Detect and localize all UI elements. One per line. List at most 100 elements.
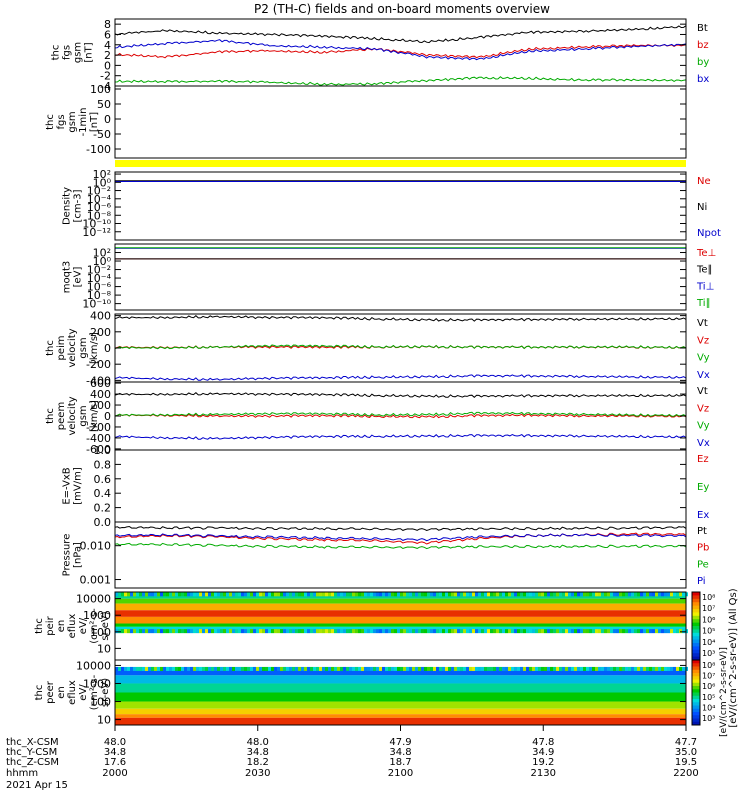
heatmap-noise — [250, 629, 253, 634]
heatmap-noise — [550, 592, 553, 597]
legend-Ey: Ey — [697, 482, 709, 493]
y-tick-label: 1000 — [83, 609, 111, 622]
panel-frame — [114, 171, 687, 241]
heatmap-noise — [601, 629, 604, 634]
heatmap-noise — [352, 629, 355, 634]
heatmap-noise — [514, 629, 517, 634]
heatmap-noise — [556, 592, 559, 597]
heatmap-noise — [418, 629, 421, 634]
heatmap-noise — [349, 629, 352, 634]
heatmap-noise — [358, 629, 361, 634]
heatmap-noise — [442, 592, 445, 597]
heatmap-noise — [229, 666, 232, 671]
heatmap-noise — [469, 666, 472, 671]
x-tick-label: 34.8 — [389, 747, 411, 758]
heatmap-noise — [673, 629, 676, 634]
y-tick-label: -200 — [86, 358, 111, 371]
colorbar-step — [692, 643, 700, 647]
heatmap-noise — [418, 666, 421, 671]
heatmap-noise — [280, 666, 283, 671]
heatmap-noise — [250, 592, 253, 597]
y-axis-label-line: [cm-3] — [73, 189, 84, 222]
heatmap-noise — [220, 629, 223, 634]
heatmap-noise — [613, 666, 616, 671]
heatmap-noise — [205, 592, 208, 597]
heatmap-noise — [562, 629, 565, 634]
x-tick-label: 2030 — [245, 768, 270, 779]
x-axis-row-label: 2021 Apr 15 — [6, 780, 68, 791]
heatmap-noise — [451, 592, 454, 597]
heatmap-noise — [511, 629, 514, 634]
heatmap-noise — [334, 592, 337, 597]
heatmap-band — [115, 717, 686, 725]
heatmap-noise — [448, 629, 451, 634]
heatmap-noise — [247, 592, 250, 597]
heatmap-noise — [679, 592, 682, 597]
heatmap-noise — [124, 666, 127, 671]
heatmap-noise — [367, 592, 370, 597]
heatmap-noise — [247, 629, 250, 634]
heatmap-noise — [400, 629, 403, 634]
legend-Te∥: Te∥ — [696, 265, 713, 276]
heatmap-noise — [409, 592, 412, 597]
colorbar-step — [692, 669, 700, 674]
legend-Ni: Ni — [697, 202, 707, 213]
heatmap-noise — [313, 592, 316, 597]
heatmap-noise — [283, 592, 286, 597]
heatmap-noise — [151, 629, 154, 634]
heatmap-noise — [658, 666, 661, 671]
heatmap-noise — [121, 629, 124, 634]
y-tick-label: 10⁻⁶ — [87, 201, 112, 214]
heatmap-noise — [160, 592, 163, 597]
heatmap-noise — [205, 666, 208, 671]
heatmap-noise — [235, 592, 238, 597]
heatmap-noise — [523, 666, 526, 671]
heatmap-noise — [349, 592, 352, 597]
colorbar-label-2: [eV/(cm^2-s-sr-eV)] — [719, 647, 729, 737]
panel-peim-velocity: 400 200 0 -200 -400 thc peim velocity gsm [km/s] V… — [45, 310, 710, 388]
heatmap-noise — [652, 666, 655, 671]
y-tick-label: 0.6 — [94, 473, 112, 486]
heatmap-noise — [118, 666, 121, 671]
heatmap-noise — [478, 592, 481, 597]
x-axis-row-label: thc_X-CSM — [6, 737, 59, 748]
heatmap-noise — [331, 629, 334, 634]
y-tick-label: 10⁻⁸ — [87, 209, 112, 222]
heatmap-noise — [541, 592, 544, 597]
y-tick-label: 100 — [90, 83, 111, 96]
y-tick-label: 10⁻¹⁰ — [82, 298, 111, 311]
heatmap-noise — [598, 592, 601, 597]
heatmap-noise — [460, 629, 463, 634]
heatmap-noise — [145, 592, 148, 597]
heatmap-noise — [121, 592, 124, 597]
heatmap-noise — [172, 629, 175, 634]
y-axis-label-line: [nT] — [84, 42, 95, 62]
colorbar-tick-label: 10⁸ — [702, 593, 715, 602]
heatmap-noise — [334, 629, 337, 634]
heatmap-noise — [211, 666, 214, 671]
heatmap-noise — [526, 592, 529, 597]
heatmap-noise — [202, 629, 205, 634]
y-axis-label-line: eV/ — [78, 617, 89, 634]
heatmap-noise — [457, 592, 460, 597]
y-tick-label: 6 — [104, 28, 111, 41]
y-axis-label-line: eflux — [67, 614, 78, 639]
heatmap-noise — [265, 629, 268, 634]
y-tick-label: 1.0 — [94, 444, 112, 457]
heatmap-noise — [478, 666, 481, 671]
heatmap-noise — [190, 666, 193, 671]
heatmap-noise — [661, 592, 664, 597]
heatmap-noise — [367, 666, 370, 671]
heatmap-noise — [583, 666, 586, 671]
y-tick-label: 200 — [90, 399, 111, 412]
heatmap-noise — [169, 666, 172, 671]
y-tick-label: 50 — [97, 98, 111, 111]
y-tick-label: 2 — [104, 49, 111, 62]
heatmap-noise — [679, 666, 682, 671]
heatmap-band — [115, 603, 686, 611]
heatmap-noise — [136, 592, 139, 597]
y-axis-label-line: fgs — [62, 45, 73, 60]
y-tick-label: 10⁻² — [87, 185, 111, 198]
heatmap-noise — [463, 666, 466, 671]
x-tick-label: 2100 — [388, 768, 413, 779]
